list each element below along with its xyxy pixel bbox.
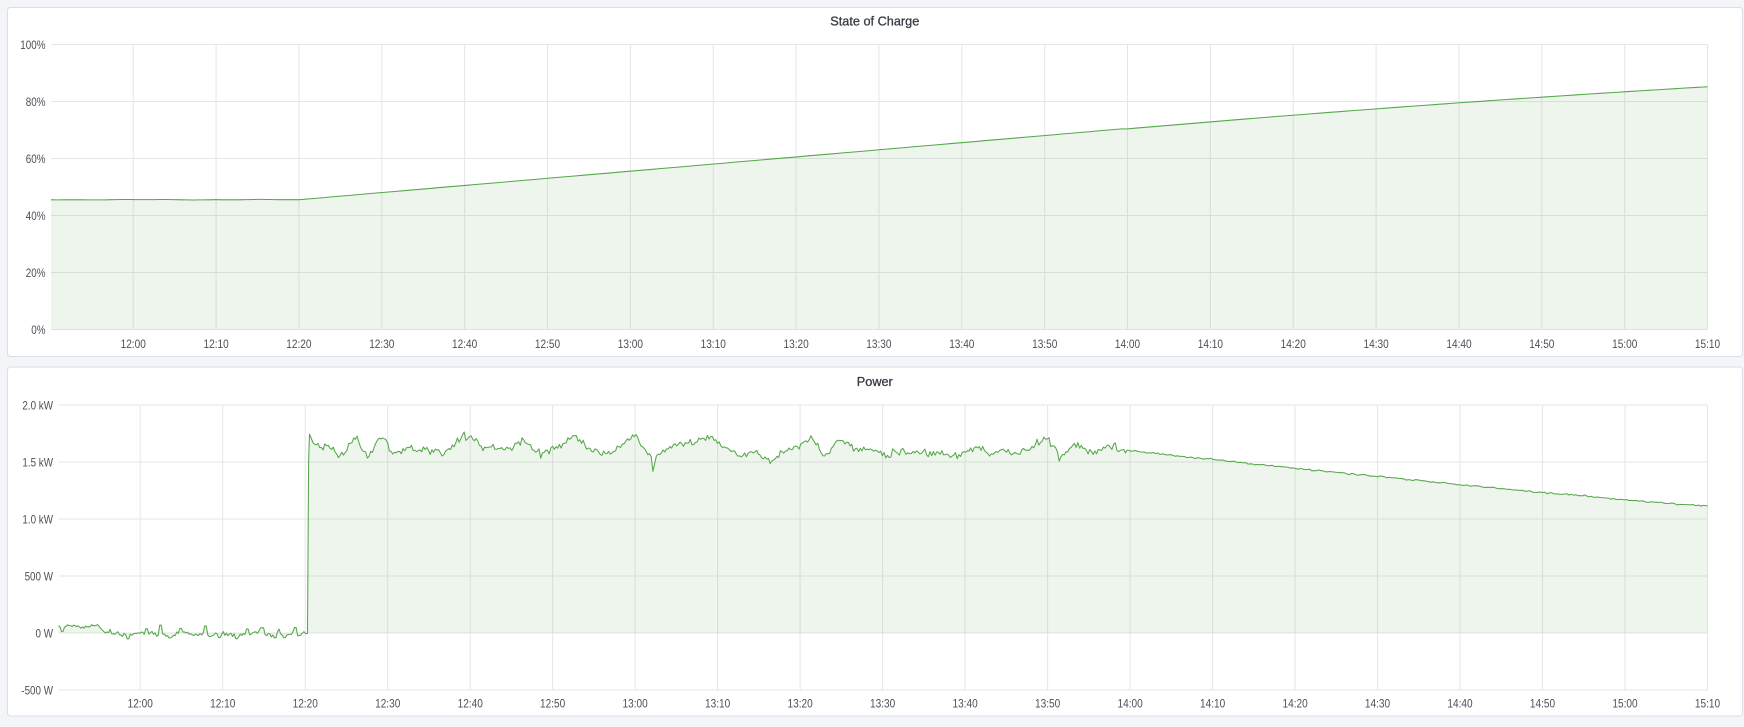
svg-text:15:10: 15:10: [1695, 337, 1720, 351]
svg-text:100%: 100%: [20, 38, 45, 52]
svg-text:13:50: 13:50: [1032, 337, 1057, 351]
svg-text:15:00: 15:00: [1612, 337, 1637, 351]
svg-text:12:50: 12:50: [535, 337, 560, 351]
svg-text:13:40: 13:40: [949, 337, 974, 351]
svg-text:13:10: 13:10: [705, 697, 730, 711]
svg-text:2.0 kW: 2.0 kW: [22, 398, 53, 412]
svg-text:15:10: 15:10: [1695, 697, 1720, 711]
svg-text:40%: 40%: [26, 209, 46, 223]
svg-text:15:00: 15:00: [1612, 697, 1637, 711]
svg-text:13:40: 13:40: [953, 697, 978, 711]
svg-text:14:40: 14:40: [1446, 337, 1471, 351]
svg-text:12:10: 12:10: [210, 697, 235, 711]
svg-text:14:40: 14:40: [1447, 697, 1472, 711]
svg-text:14:50: 14:50: [1529, 337, 1554, 351]
svg-text:12:50: 12:50: [540, 697, 565, 711]
svg-text:1.0 kW: 1.0 kW: [22, 512, 53, 526]
svg-text:12:00: 12:00: [121, 337, 146, 351]
svg-text:12:30: 12:30: [369, 337, 394, 351]
svg-text:-500 W: -500 W: [21, 683, 53, 697]
svg-text:500 W: 500 W: [25, 569, 54, 583]
svg-text:60%: 60%: [26, 152, 46, 166]
svg-text:14:20: 14:20: [1281, 337, 1306, 351]
svg-text:12:10: 12:10: [204, 337, 229, 351]
svg-text:12:40: 12:40: [458, 697, 483, 711]
svg-text:12:00: 12:00: [128, 697, 153, 711]
svg-text:13:00: 13:00: [623, 697, 648, 711]
svg-text:13:30: 13:30: [870, 697, 895, 711]
svg-text:12:40: 12:40: [452, 337, 477, 351]
svg-text:20%: 20%: [26, 266, 46, 280]
svg-text:14:00: 14:00: [1115, 337, 1140, 351]
svg-text:13:00: 13:00: [618, 337, 643, 351]
svg-text:0 W: 0 W: [36, 626, 54, 640]
svg-text:12:30: 12:30: [375, 697, 400, 711]
svg-text:13:20: 13:20: [784, 337, 809, 351]
svg-text:13:30: 13:30: [866, 337, 891, 351]
svg-text:80%: 80%: [26, 95, 46, 109]
svg-text:14:30: 14:30: [1365, 697, 1390, 711]
svg-text:14:20: 14:20: [1283, 697, 1308, 711]
svg-text:13:50: 13:50: [1035, 697, 1060, 711]
svg-text:14:00: 14:00: [1118, 697, 1143, 711]
svg-text:12:20: 12:20: [293, 697, 318, 711]
svg-text:14:10: 14:10: [1200, 697, 1225, 711]
svg-text:1.5 kW: 1.5 kW: [22, 455, 53, 469]
svg-text:State of Charge: State of Charge: [830, 13, 919, 28]
svg-text:0%: 0%: [31, 323, 45, 337]
svg-text:Power: Power: [857, 374, 894, 389]
svg-text:12:20: 12:20: [286, 337, 311, 351]
svg-text:14:30: 14:30: [1364, 337, 1389, 351]
svg-text:13:20: 13:20: [788, 697, 813, 711]
svg-text:14:50: 14:50: [1530, 697, 1555, 711]
svg-text:13:10: 13:10: [701, 337, 726, 351]
svg-text:14:10: 14:10: [1198, 337, 1223, 351]
